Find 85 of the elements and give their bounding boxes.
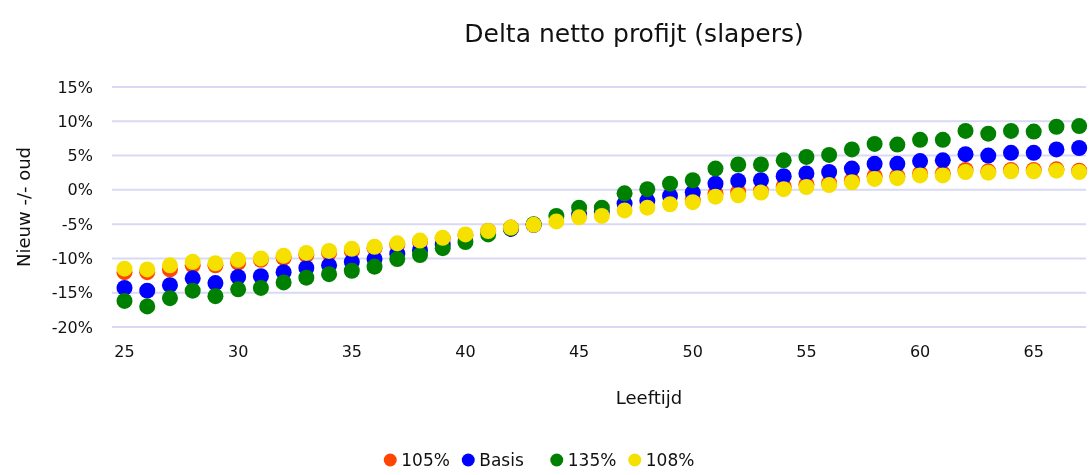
y-axis-title: Nieuw -/- oud bbox=[13, 146, 34, 268]
x-tick-label: 50 bbox=[682, 342, 703, 361]
point bbox=[184, 282, 201, 299]
point bbox=[684, 172, 701, 189]
point bbox=[707, 160, 724, 177]
point bbox=[1071, 118, 1088, 135]
legend-label: 105% bbox=[401, 450, 450, 470]
y-tick-label: -5% bbox=[61, 214, 93, 234]
point bbox=[139, 298, 156, 315]
point bbox=[207, 288, 224, 305]
point bbox=[752, 156, 769, 173]
point bbox=[639, 181, 656, 198]
legend-label: 108% bbox=[645, 450, 695, 470]
point bbox=[1048, 141, 1065, 158]
x-tick-label: 60 bbox=[909, 342, 931, 361]
point bbox=[343, 262, 360, 279]
point bbox=[934, 131, 951, 148]
point bbox=[866, 135, 883, 152]
point bbox=[116, 292, 133, 309]
legend-label: Basis bbox=[479, 450, 524, 470]
point bbox=[866, 155, 883, 172]
point bbox=[548, 213, 565, 230]
point bbox=[798, 165, 815, 182]
point bbox=[616, 185, 633, 202]
point bbox=[616, 202, 633, 219]
point bbox=[275, 274, 292, 291]
point bbox=[889, 136, 906, 153]
point bbox=[389, 251, 406, 268]
x-tick-label: 35 bbox=[341, 342, 362, 361]
point bbox=[957, 146, 974, 163]
point bbox=[1002, 122, 1019, 139]
point bbox=[934, 152, 951, 169]
point bbox=[798, 148, 815, 165]
point bbox=[889, 155, 906, 172]
point bbox=[161, 257, 178, 274]
y-tick-label: -10% bbox=[51, 249, 93, 269]
point bbox=[980, 147, 997, 164]
x-tick-label: 65 bbox=[1023, 342, 1044, 361]
y-tick-label: -15% bbox=[51, 283, 93, 303]
x-tick-label: 30 bbox=[227, 342, 249, 361]
x-tick-label: 55 bbox=[796, 342, 817, 361]
point bbox=[321, 266, 338, 283]
point bbox=[662, 175, 679, 192]
point bbox=[230, 281, 247, 298]
x-tick-label: 25 bbox=[114, 342, 135, 361]
point bbox=[843, 141, 860, 158]
y-tick-label: 15% bbox=[57, 77, 93, 97]
point bbox=[1071, 140, 1088, 157]
point bbox=[775, 152, 792, 169]
chart-title: Delta netto profijt (slapers) bbox=[464, 19, 804, 48]
point bbox=[298, 269, 315, 286]
point bbox=[1002, 144, 1019, 161]
point bbox=[593, 207, 610, 224]
point bbox=[366, 258, 383, 275]
point bbox=[412, 247, 428, 263]
point bbox=[161, 290, 178, 307]
point bbox=[912, 131, 929, 148]
point bbox=[821, 164, 838, 181]
point bbox=[1048, 118, 1065, 135]
point bbox=[639, 199, 656, 216]
point bbox=[912, 153, 929, 170]
point bbox=[775, 168, 792, 185]
legend-label: 135% bbox=[567, 450, 617, 470]
point bbox=[116, 260, 133, 277]
point bbox=[662, 196, 679, 213]
point bbox=[184, 253, 201, 270]
y-tick-label: 10% bbox=[57, 111, 93, 131]
point bbox=[1025, 123, 1042, 140]
y-tick-label: -20% bbox=[51, 317, 93, 337]
y-tick-label: 0% bbox=[67, 180, 93, 200]
point bbox=[139, 282, 156, 299]
point bbox=[957, 122, 974, 139]
point bbox=[821, 146, 838, 163]
x-tick-label: 45 bbox=[568, 342, 590, 361]
y-tick-label: 5% bbox=[67, 146, 93, 166]
point bbox=[730, 172, 747, 189]
x-axis-title: Leeftijd bbox=[615, 387, 683, 408]
point bbox=[730, 156, 747, 173]
point bbox=[980, 125, 997, 142]
x-tick-label: 40 bbox=[455, 342, 476, 361]
point bbox=[1025, 144, 1042, 161]
point bbox=[161, 277, 178, 294]
point bbox=[730, 187, 747, 204]
point bbox=[252, 279, 269, 296]
point bbox=[843, 160, 860, 177]
